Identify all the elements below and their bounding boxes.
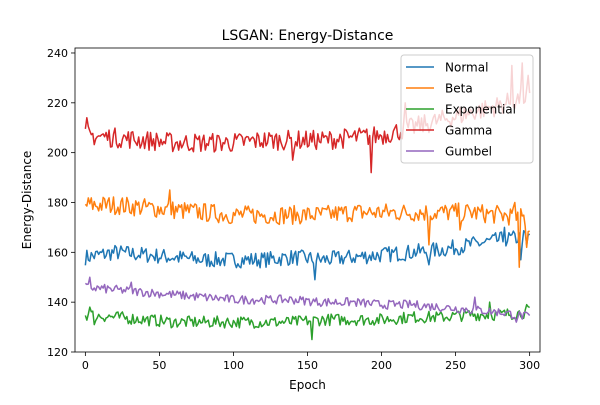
y-tick-label: 200 bbox=[47, 147, 68, 160]
legend-box bbox=[400, 54, 534, 164]
y-tick-label: 160 bbox=[47, 246, 68, 259]
legend-label: Normal bbox=[445, 61, 488, 75]
y-tick-label: 120 bbox=[47, 346, 68, 359]
y-tick-label: 180 bbox=[47, 196, 68, 209]
legend: Normal Beta Exponential Gamma Gumbel bbox=[400, 54, 534, 164]
series-layer bbox=[84, 62, 531, 341]
x-tick-label: 50 bbox=[152, 359, 166, 372]
legend-label: Gumbel bbox=[445, 145, 492, 159]
y-axis: 120 140 160 180 200 220 240 bbox=[47, 47, 75, 359]
chart-title: LSGAN: Energy-Distance bbox=[222, 28, 394, 44]
legend-label: Gamma bbox=[445, 124, 492, 138]
x-tick-label: 150 bbox=[297, 359, 318, 372]
x-tick-label: 200 bbox=[371, 359, 392, 372]
y-axis-label: Energy-Distance bbox=[20, 151, 34, 250]
series-line-gumbel bbox=[84, 276, 531, 323]
y-tick-label: 240 bbox=[47, 47, 68, 60]
series-line-beta bbox=[84, 189, 530, 269]
x-tick-label: 250 bbox=[445, 359, 466, 372]
x-tick-label: 100 bbox=[223, 359, 244, 372]
series-line-exponential bbox=[84, 301, 531, 341]
y-tick-label: 140 bbox=[47, 296, 68, 309]
y-tick-label: 220 bbox=[47, 97, 68, 110]
legend-label: Exponential bbox=[445, 103, 516, 117]
series-line-normal bbox=[84, 226, 531, 281]
x-tick-label: 0 bbox=[82, 359, 89, 372]
x-tick-label: 300 bbox=[519, 359, 540, 372]
x-axis: 0 50 100 150 200 250 300 bbox=[82, 352, 540, 372]
legend-label: Beta bbox=[445, 82, 473, 96]
x-axis-label: Epoch bbox=[289, 378, 326, 392]
